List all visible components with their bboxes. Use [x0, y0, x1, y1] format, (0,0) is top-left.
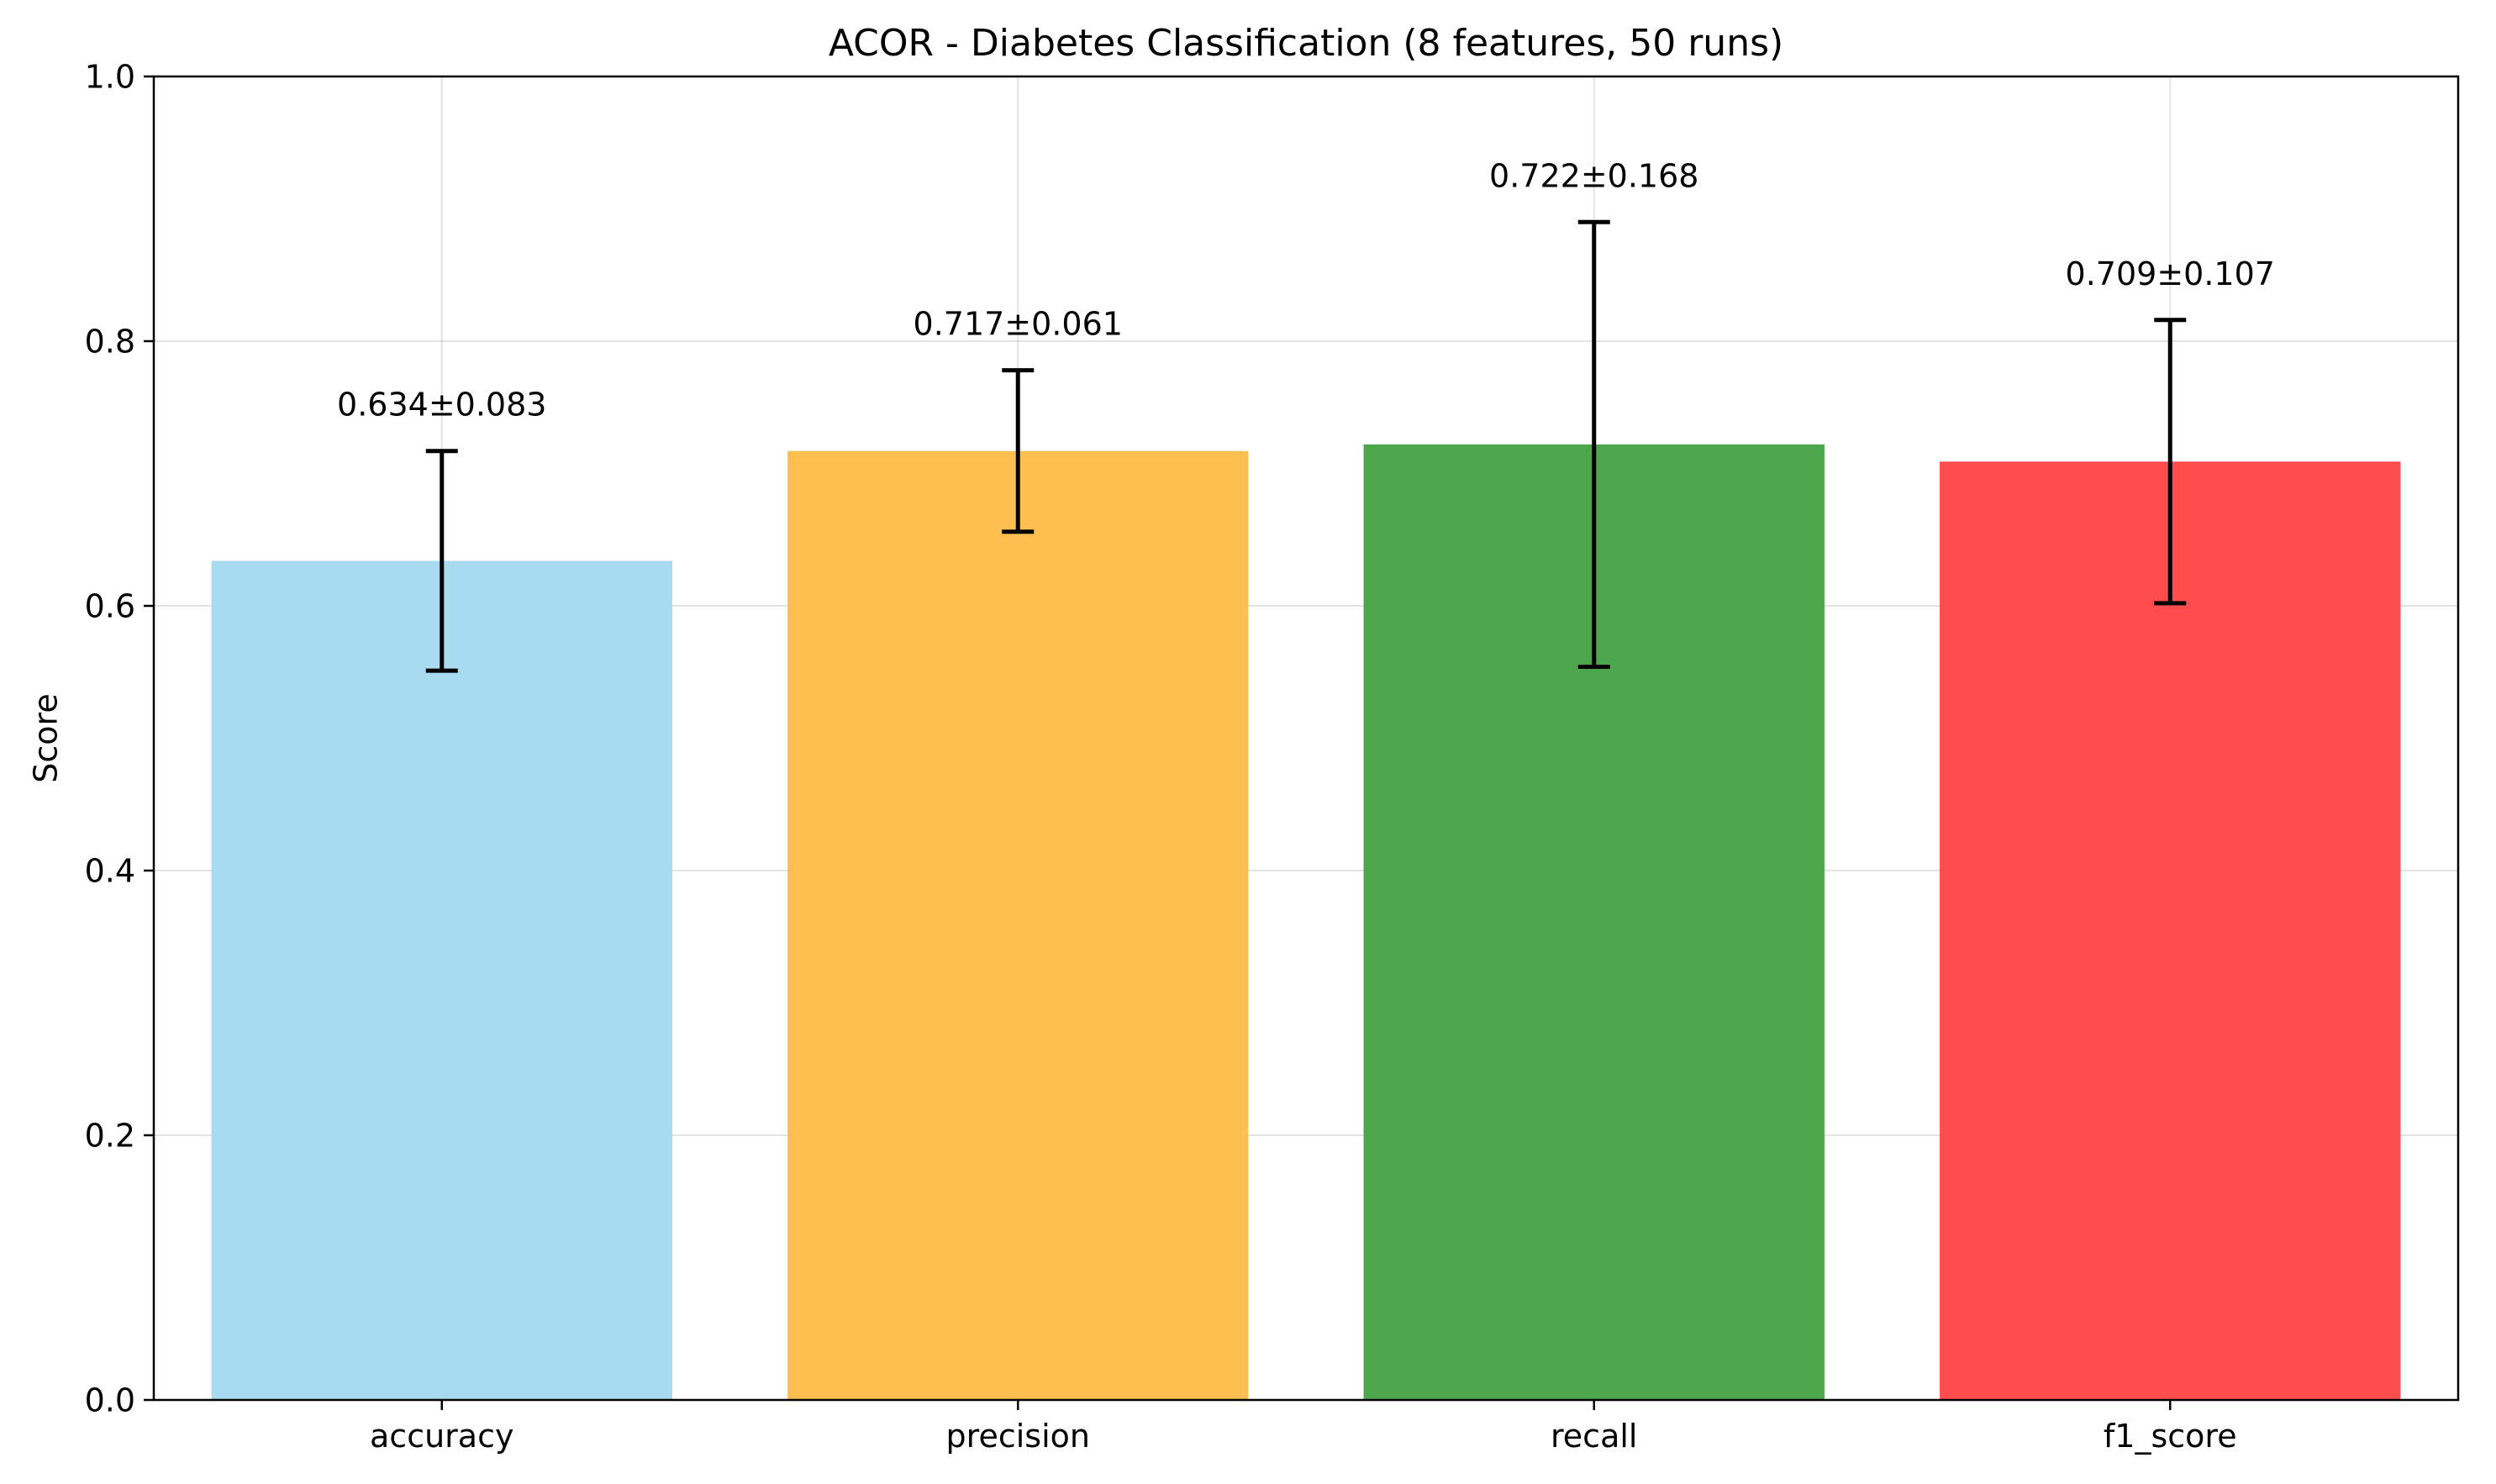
- chart-title: ACOR - Diabetes Classification (8 featur…: [829, 22, 1783, 65]
- x-tick-label: recall: [1551, 1418, 1637, 1455]
- x-tick-label: precision: [946, 1418, 1090, 1455]
- y-axis-label: Score: [27, 693, 64, 782]
- data-labels: 0.634±0.083 0.717±0.061 0.722±0.168 0.709±0…: [337, 157, 2275, 423]
- data-label-recall: 0.722±0.168: [1489, 157, 1698, 194]
- axes: 0.0 0.2 0.4 0.6 0.8 1.0 accuracy precision recal…: [85, 58, 2237, 1455]
- bar-f1_score: [1940, 461, 2401, 1401]
- y-tick-label: 0.8: [85, 323, 135, 360]
- bar-precision: [787, 450, 1249, 1400]
- error-bars: [425, 219, 2187, 673]
- y-tick-label: 1.0: [85, 58, 135, 95]
- x-tick-label: accuracy: [370, 1418, 513, 1455]
- data-label-accuracy: 0.634±0.083: [337, 387, 546, 424]
- y-tick-label: 0.6: [85, 587, 135, 624]
- plot-frame: [152, 75, 2460, 1402]
- y-tick-label: 0.2: [85, 1117, 135, 1154]
- x-tick-label: f1_score: [2104, 1418, 2237, 1455]
- bar-accuracy: [211, 560, 672, 1400]
- y-tick-label: 0.0: [85, 1381, 135, 1418]
- data-label-precision: 0.717±0.061: [914, 306, 1123, 343]
- data-label-f1_score: 0.709±0.107: [2066, 255, 2275, 292]
- y-tick-label: 0.4: [85, 852, 135, 889]
